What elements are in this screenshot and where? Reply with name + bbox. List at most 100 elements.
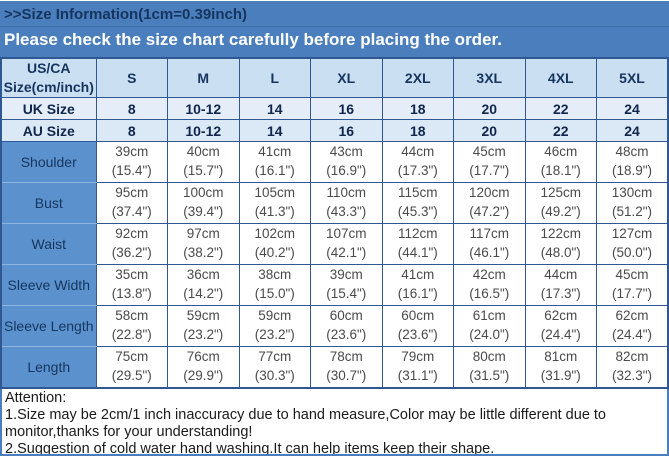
- measurement-cm: 92cm: [115, 226, 149, 242]
- size-value-cell: 18: [381, 119, 454, 142]
- measurement-cm: 41cm: [401, 267, 435, 283]
- measurement-inch: (30.7"): [326, 367, 367, 383]
- measurement-cm: 62cm: [615, 308, 649, 324]
- measurement-inch: (31.5"): [469, 367, 510, 383]
- measurement-cm: 125cm: [540, 185, 582, 201]
- size-value-cell: 14: [238, 97, 311, 120]
- header-size-cell: S: [95, 57, 168, 98]
- measurement-row-label: Shoulder: [0, 141, 97, 183]
- measurement-cm: 102cm: [254, 226, 296, 242]
- measurement-inch: (24.0"): [469, 327, 510, 342]
- measurement-inch: (37.4"): [111, 204, 152, 219]
- measurement-cell: 76cm (29.9"): [167, 346, 240, 388]
- measurement-inch: (15.7"): [183, 163, 224, 178]
- size-table: US/CA Size(cm/inch) S M L XL 2XL 3XL 4XL 5XL UK …: [0, 57, 669, 389]
- measurement-cm: 81cm: [544, 348, 578, 364]
- measurement-cm: 77cm: [258, 348, 292, 364]
- measurement-cm: 45cm: [615, 267, 649, 283]
- measurement-inch: (17.3"): [397, 163, 438, 178]
- measurement-inch: (30.3"): [254, 367, 295, 383]
- size-value-cell: 10-12: [167, 119, 240, 142]
- measurement-inch: (32.3"): [611, 367, 653, 383]
- measurement-cell: 127cm (50.0"): [596, 223, 669, 265]
- measurement-cm: 36cm: [186, 267, 220, 283]
- measurement-cm: 59cm: [186, 308, 220, 324]
- measurement-cm: 130cm: [611, 185, 653, 201]
- measurement-cm: 62cm: [544, 308, 578, 324]
- size-value-cell: 10-12: [167, 97, 240, 120]
- size-row: AU Size 8 10-12 14 16 18 20 22 24: [0, 119, 669, 142]
- measurement-inch: (17.7"): [469, 163, 510, 178]
- size-value-cell: 20: [453, 97, 526, 120]
- measurement-cell: 120cm (47.2"): [453, 182, 526, 224]
- measurement-cm: 39cm: [115, 144, 149, 160]
- measurement-cell: 80cm (31.5"): [453, 346, 526, 388]
- measurement-cell: 122cm (48.0"): [524, 223, 597, 265]
- measurement-cm: 58cm: [115, 308, 149, 324]
- measurement-cell: 115cm (45.3"): [381, 182, 454, 224]
- measurement-inch: (16.9"): [326, 163, 367, 178]
- measurement-inch: (18.1"): [540, 163, 581, 178]
- measurement-cm: 80cm: [472, 348, 506, 364]
- size-value-cell: 22: [524, 119, 597, 142]
- measurement-cm: 122cm: [540, 226, 582, 242]
- measurement-cm: 48cm: [615, 144, 649, 160]
- measurement-row-label: Bust: [0, 182, 97, 224]
- measurement-inch: (45.3"): [397, 204, 438, 219]
- measurement-cm: 78cm: [329, 348, 363, 364]
- measurement-inch: (43.3"): [326, 204, 367, 219]
- measurement-cm: 42cm: [472, 267, 506, 283]
- size-table-header: US/CA Size(cm/inch) S M L XL 2XL 3XL 4XL 5XL: [0, 57, 669, 98]
- measurement-cm: 117cm: [469, 226, 510, 242]
- size-value-cell: 22: [524, 97, 597, 120]
- size-value-cell: 16: [310, 97, 383, 120]
- measurement-cell: 125cm (49.2"): [524, 182, 597, 224]
- measurement-cm: 35cm: [115, 267, 149, 283]
- measurement-cell: 60cm (23.6"): [310, 305, 383, 347]
- header-size-cell: XL: [310, 57, 383, 98]
- size-information-title: >>Size Information(1cm=0.39inch): [0, 1, 669, 27]
- measurement-cell: 44cm (17.3"): [381, 141, 454, 183]
- size-value-cell: 8: [95, 97, 168, 120]
- measurement-cell: 75cm (29.5"): [95, 346, 168, 388]
- measurement-cell: 48cm (18.9"): [596, 141, 669, 183]
- measurement-cm: 76cm: [186, 348, 220, 364]
- measurement-inch: (18.9"): [611, 163, 653, 178]
- measurement-inch: (31.9"): [540, 367, 581, 383]
- measurement-inch: (22.8"): [111, 327, 152, 342]
- measurement-inch: (16.1"): [254, 163, 295, 178]
- measurement-cell: 59cm (23.2"): [238, 305, 311, 347]
- measurement-inch: (16.5"): [469, 286, 510, 301]
- size-table-body: UK Size 8 10-12 14 16 18 20 22 24 AU Size 8 10-12 14…: [0, 97, 669, 388]
- measurement-row-label: Waist: [0, 223, 97, 265]
- measurement-inch: (23.2"): [183, 327, 224, 342]
- measurement-inch: (44.1"): [397, 245, 438, 260]
- banner: >>Size Information(1cm=0.39inch) Please …: [0, 1, 669, 57]
- measurement-cell: 39cm (15.4"): [310, 264, 383, 306]
- measurement-inch: (47.2"): [469, 204, 510, 219]
- measurement-cm: 38cm: [258, 267, 292, 283]
- measurement-inch: (23.6"): [397, 327, 438, 342]
- size-row: UK Size 8 10-12 14 16 18 20 22 24: [0, 97, 669, 120]
- measurement-cell: 40cm (15.7"): [167, 141, 240, 183]
- measurement-cell: 107cm (42.1"): [310, 223, 383, 265]
- measurement-inch: (29.9"): [183, 367, 224, 383]
- measurement-cm: 41cm: [258, 144, 292, 160]
- measurement-inch: (15.4"): [111, 163, 152, 178]
- measurement-inch: (14.2"): [183, 286, 224, 301]
- measurement-cm: 45cm: [472, 144, 506, 160]
- measurement-cm: 43cm: [329, 144, 363, 160]
- measurement-cell: 42cm (16.5"): [453, 264, 526, 306]
- measurement-cell: 38cm (15.0"): [238, 264, 311, 306]
- measurement-cell: 39cm (15.4"): [95, 141, 168, 183]
- measurement-cm: 44cm: [401, 144, 435, 160]
- measurement-cm: 95cm: [115, 185, 149, 201]
- size-value-cell: 20: [453, 119, 526, 142]
- measurement-cell: 61cm (24.0"): [453, 305, 526, 347]
- measurement-cell: 82cm (32.3"): [596, 346, 669, 388]
- size-value-cell: 24: [596, 119, 669, 142]
- size-value-cell: 24: [596, 97, 669, 120]
- measurement-inch: (24.4"): [611, 327, 653, 342]
- measurement-cell: 35cm (13.8"): [95, 264, 168, 306]
